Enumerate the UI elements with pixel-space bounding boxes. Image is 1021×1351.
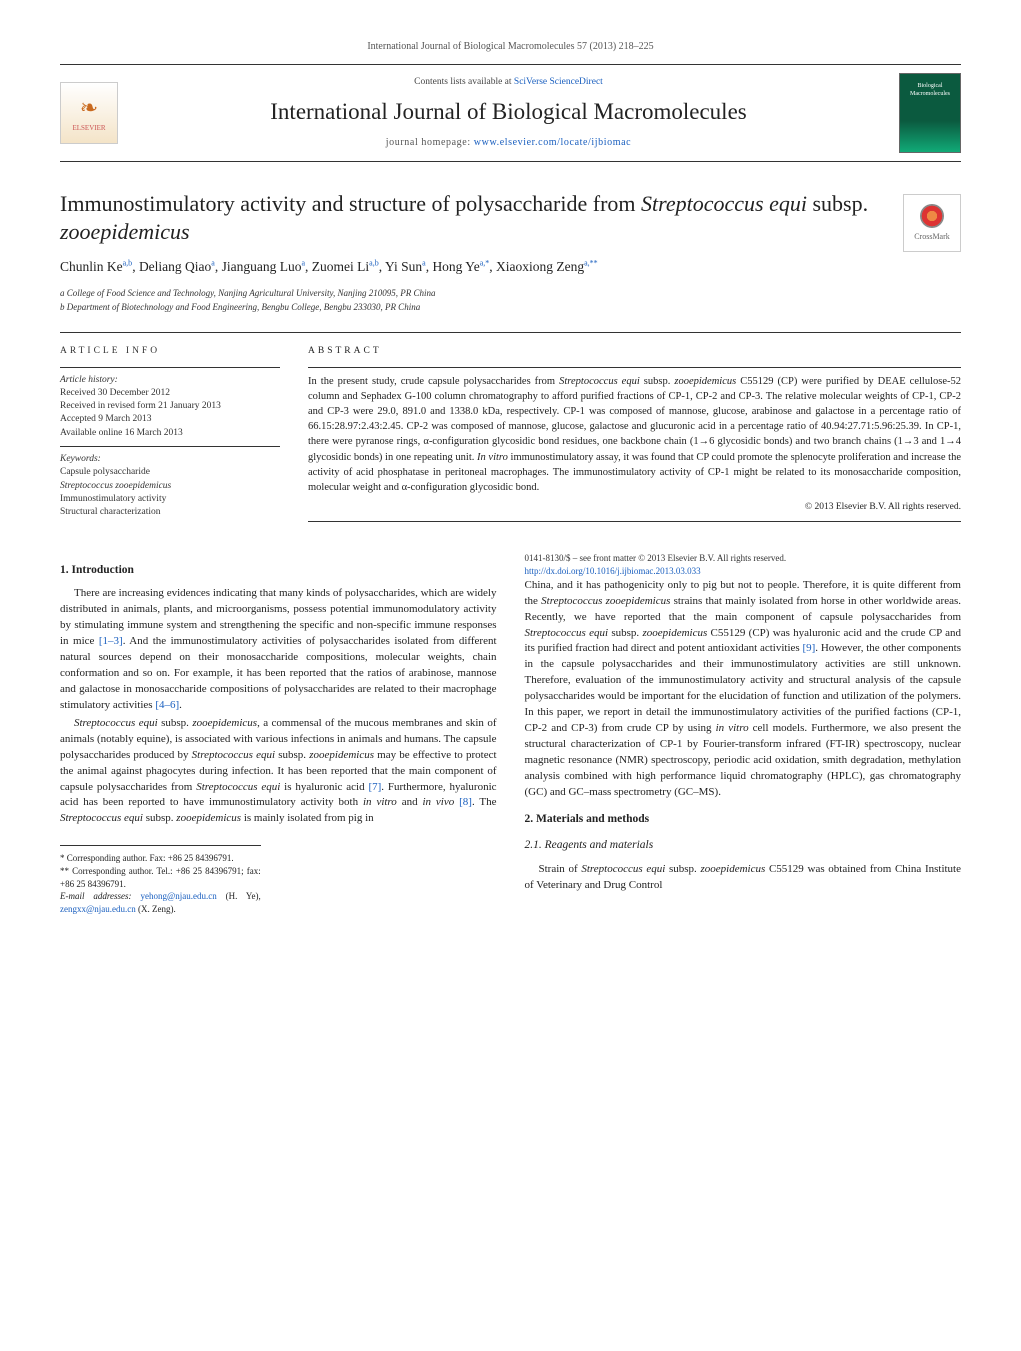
email-link[interactable]: zengxx@njau.edu.cn [60, 904, 136, 914]
journal-cover-icon: Biological Macromolecules [899, 73, 961, 153]
doi-block: 0141-8130/$ – see front matter © 2013 El… [525, 552, 962, 578]
section-heading-methods: 2. Materials and methods [525, 811, 962, 828]
homepage-link[interactable]: www.elsevier.com/locate/ijbiomac [474, 137, 631, 148]
homepage-line: journal homepage: www.elsevier.com/locat… [130, 136, 887, 150]
ref-link[interactable]: [7] [368, 781, 381, 793]
intro-para-2: Streptococcus equi subsp. zooepidemicus,… [60, 716, 497, 828]
history-accepted: Accepted 9 March 2013 [60, 413, 280, 426]
emails-label: E-mail addresses: [60, 891, 140, 901]
keywords-label: Keywords: [60, 454, 101, 464]
contents-prefix: Contents lists available at [414, 77, 514, 87]
abstract-text: In the present study, crude capsule poly… [308, 374, 961, 496]
keyword: Immunostimulatory activity [60, 493, 280, 506]
ref-link[interactable]: [1–3] [99, 635, 123, 647]
footnotes: * Corresponding author. Fax: +86 25 8439… [60, 845, 261, 915]
history-received: Received 30 December 2012 [60, 387, 280, 400]
doi-link[interactable]: http://dx.doi.org/10.1016/j.ijbiomac.201… [525, 566, 701, 576]
keyword: Structural characterization [60, 506, 280, 519]
crossmark-badge[interactable]: CrossMark [903, 194, 961, 252]
journal-banner: ❧ ELSEVIER Contents lists available at S… [60, 64, 961, 162]
history-online: Available online 16 March 2013 [60, 427, 280, 440]
article-title: Immunostimulatory activity and structure… [60, 190, 961, 245]
author-list: Chunlin Kea,b, Deliang Qiaoa, Jianguang … [60, 257, 961, 277]
section-heading-intro: 1. Introduction [60, 562, 497, 579]
body-text: 1. Introduction There are increasing evi… [60, 552, 961, 916]
col2-para-1: China, and it has pathogenicity only to … [525, 578, 962, 801]
intro-para-1: There are increasing evidences indicatin… [60, 586, 497, 714]
contents-line: Contents lists available at SciVerse Sci… [130, 76, 887, 89]
info-abstract-row: article info Article history: Received 3… [60, 332, 961, 527]
footnote-emails: E-mail addresses: yehong@njau.edu.cn (H.… [60, 890, 261, 915]
running-citation: International Journal of Biological Macr… [60, 40, 961, 54]
banner-center: Contents lists available at SciVerse Sci… [130, 76, 887, 149]
keyword: Streptococcus zooepidemicus [60, 480, 280, 493]
elsevier-logo-icon: ❧ ELSEVIER [60, 82, 118, 144]
email-who: (H. Ye), [217, 891, 261, 901]
sciencedirect-link[interactable]: SciVerse ScienceDirect [514, 77, 603, 87]
ref-link[interactable]: [9] [802, 642, 815, 654]
tree-icon: ❧ [80, 93, 98, 124]
cover-label: Biological Macromolecules [900, 82, 960, 99]
history-label: Article history: [60, 375, 118, 385]
history-revised: Received in revised form 21 January 2013 [60, 400, 280, 413]
article-info-heading: article info [60, 345, 280, 358]
affiliations: a College of Food Science and Technology… [60, 287, 961, 314]
affiliation-b: b Department of Biotechnology and Food E… [60, 301, 961, 315]
reagents-para: Strain of Streptococcus equi subsp. zooe… [525, 862, 962, 894]
ref-link[interactable]: [8] [459, 796, 472, 808]
copyright-line: 0141-8130/$ – see front matter © 2013 El… [525, 552, 962, 565]
abstract-heading: abstract [308, 345, 961, 358]
subsection-heading-reagents: 2.1. Reagents and materials [525, 837, 962, 854]
crossmark-icon [920, 204, 944, 228]
elsevier-label: ELSEVIER [72, 124, 105, 134]
keyword: Capsule polysaccharide [60, 466, 280, 479]
article-info: article info Article history: Received 3… [60, 345, 280, 527]
affiliation-a: a College of Food Science and Technology… [60, 287, 961, 301]
abstract-copyright: © 2013 Elsevier B.V. All rights reserved… [308, 501, 961, 514]
journal-name: International Journal of Biological Macr… [130, 96, 887, 128]
ref-link[interactable]: [4–6] [155, 699, 179, 711]
abstract: abstract In the present study, crude cap… [308, 345, 961, 527]
footnote-2: ** Corresponding author. Tel.: +86 25 84… [60, 865, 261, 890]
email-link[interactable]: yehong@njau.edu.cn [140, 891, 216, 901]
crossmark-label: CrossMark [914, 231, 950, 242]
footnote-1: * Corresponding author. Fax: +86 25 8439… [60, 852, 261, 865]
email-who: (X. Zeng). [136, 904, 176, 914]
homepage-prefix: journal homepage: [386, 137, 474, 148]
